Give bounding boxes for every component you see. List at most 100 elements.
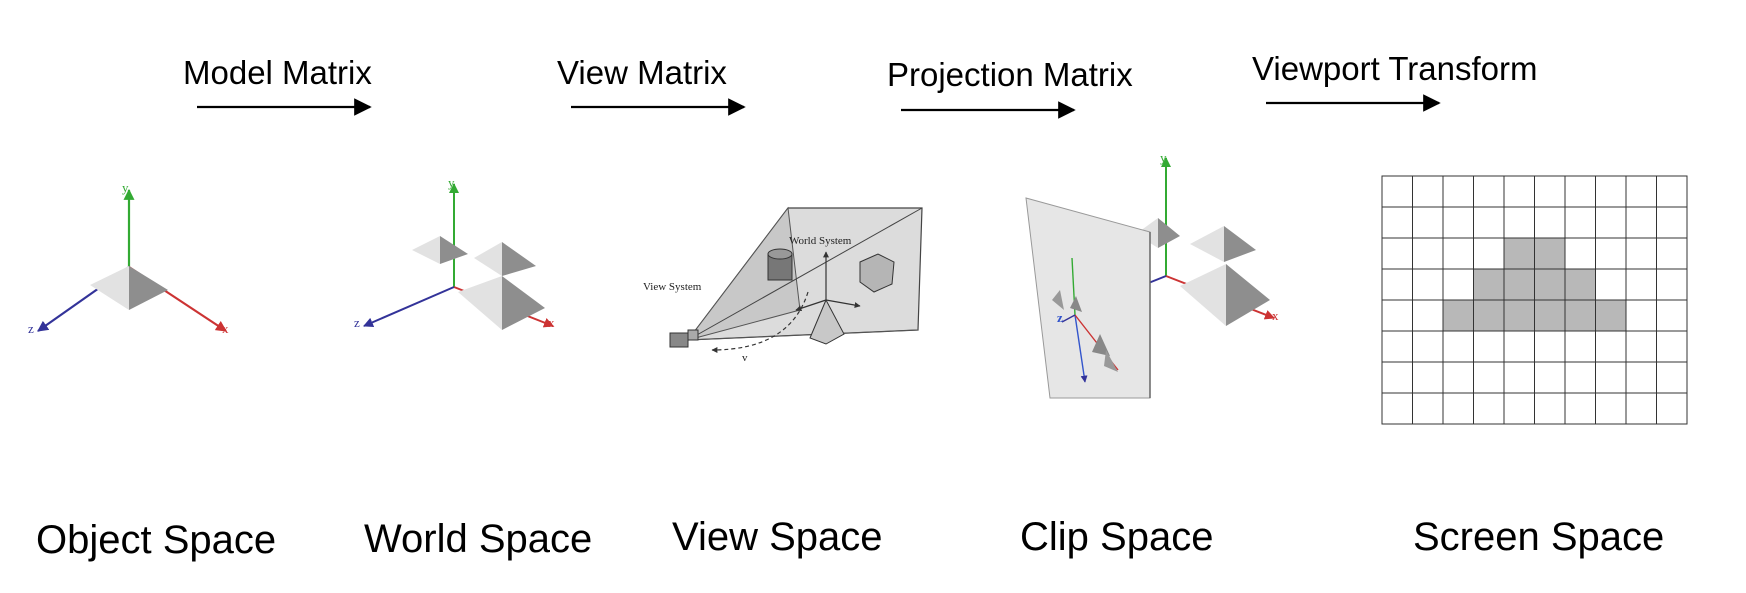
grid-cell — [1656, 268, 1688, 301]
grid-cell — [1656, 206, 1688, 239]
grid-cell — [1381, 361, 1413, 394]
svg-text:x: x — [548, 315, 555, 330]
object-space-label: Object Space — [36, 518, 277, 562]
grid-cell — [1412, 237, 1444, 270]
grid-cell — [1442, 175, 1474, 208]
grid-cell — [1412, 361, 1444, 394]
grid-cell — [1656, 361, 1688, 394]
grid-cell — [1503, 206, 1535, 239]
grid-cell — [1595, 237, 1627, 270]
grid-cell — [1595, 392, 1627, 425]
grid-cell — [1381, 237, 1413, 270]
screen-space-label: Screen Space — [1413, 515, 1665, 559]
grid-cell — [1381, 299, 1413, 332]
grid-cell-filled — [1503, 268, 1535, 301]
grid-cell-filled — [1503, 299, 1535, 332]
grid-cell — [1625, 330, 1657, 363]
grid-cell — [1503, 392, 1535, 425]
grid-cell — [1503, 330, 1535, 363]
grid-cell — [1534, 206, 1566, 239]
grid-cell — [1625, 268, 1657, 301]
grid-cell — [1442, 330, 1474, 363]
svg-text:y: y — [1160, 150, 1167, 165]
grid-cell — [1534, 330, 1566, 363]
grid-cell — [1564, 361, 1596, 394]
grid-cell — [1442, 237, 1474, 270]
grid-cell — [1503, 175, 1535, 208]
z-axis-label: z — [28, 321, 34, 336]
grid-cell — [1564, 175, 1596, 208]
svg-text:z: z — [1057, 310, 1063, 325]
grid-cell — [1625, 237, 1657, 270]
world-space-label: World Space — [364, 517, 593, 561]
view-axis-label: v — [742, 352, 748, 364]
grid-cell-filled — [1534, 237, 1566, 270]
view-matrix-label: View Matrix — [557, 54, 727, 91]
viewport-transform-label: Viewport Transform — [1252, 50, 1538, 87]
grid-cell — [1503, 361, 1535, 394]
grid-cell-filled — [1503, 237, 1535, 270]
grid-cell — [1595, 175, 1627, 208]
grid-cell — [1381, 330, 1413, 363]
svg-text:z: z — [354, 315, 360, 330]
grid-cell-filled — [1595, 299, 1627, 332]
grid-cell — [1381, 175, 1413, 208]
svg-text:x: x — [1272, 308, 1279, 323]
grid-cell — [1412, 175, 1444, 208]
grid-cell — [1442, 361, 1474, 394]
view-space-label: View Space — [672, 515, 883, 559]
grid-cell-filled — [1473, 299, 1505, 332]
grid-cell — [1473, 330, 1505, 363]
grid-cell — [1442, 268, 1474, 301]
grid-cell — [1412, 206, 1444, 239]
grid-cell — [1534, 361, 1566, 394]
grid-cell — [1564, 330, 1596, 363]
grid-cell — [1595, 361, 1627, 394]
world-system-label: World System — [789, 235, 852, 247]
grid-cell — [1473, 237, 1505, 270]
grid-cell-filled — [1564, 268, 1596, 301]
view-system-label: View System — [643, 281, 702, 293]
grid-cell — [1656, 299, 1688, 332]
grid-cell — [1412, 392, 1444, 425]
grid-cell — [1656, 330, 1688, 363]
grid-cell — [1473, 361, 1505, 394]
projection-matrix-label: Projection Matrix — [887, 56, 1133, 93]
grid-cell — [1534, 175, 1566, 208]
grid-cell — [1595, 268, 1627, 301]
grid-cell — [1595, 206, 1627, 239]
grid-cell — [1442, 206, 1474, 239]
x-axis-label: x — [222, 321, 229, 336]
grid-cell — [1625, 392, 1657, 425]
svg-text:y: y — [448, 175, 455, 190]
world-space-figure: y x z — [354, 175, 555, 330]
grid-cell — [1625, 299, 1657, 332]
grid-cell — [1564, 392, 1596, 425]
grid-cell — [1381, 206, 1413, 239]
clip-space-label: Clip Space — [1020, 515, 1214, 559]
grid-cell — [1625, 361, 1657, 394]
grid-cell-filled — [1534, 299, 1566, 332]
grid-cell — [1412, 299, 1444, 332]
grid-cell — [1381, 268, 1413, 301]
screen-space-grid — [1381, 175, 1688, 425]
view-space-figure: World System View System v — [643, 206, 923, 364]
grid-cell — [1442, 392, 1474, 425]
grid-cell — [1564, 206, 1596, 239]
grid-cell — [1656, 237, 1688, 270]
grid-cell — [1534, 392, 1566, 425]
grid-cell — [1473, 175, 1505, 208]
grid-cell-filled — [1534, 268, 1566, 301]
grid-cell — [1656, 392, 1688, 425]
grid-cell-filled — [1473, 268, 1505, 301]
grid-cell — [1656, 175, 1688, 208]
model-matrix-label: Model Matrix — [183, 54, 372, 91]
object-space-figure: y x z — [28, 180, 229, 336]
grid-cell — [1595, 330, 1627, 363]
y-axis-label: y — [122, 180, 129, 195]
pyramid-shape — [90, 266, 129, 310]
grid-cell — [1625, 175, 1657, 208]
grid-cell — [1381, 392, 1413, 425]
